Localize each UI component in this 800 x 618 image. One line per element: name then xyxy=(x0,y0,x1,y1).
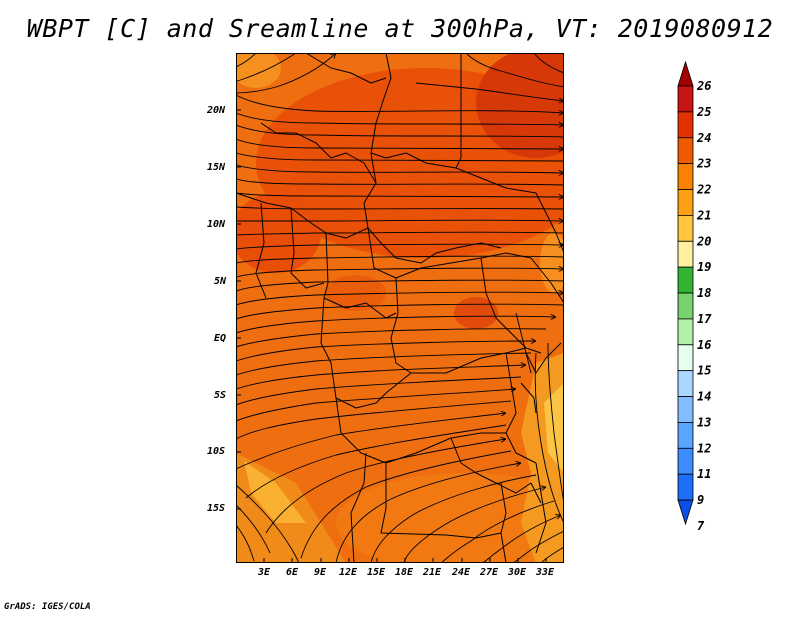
wbpt-cool-se2 xyxy=(544,383,564,473)
lon-label-27e: 27E xyxy=(480,567,499,578)
colorbar-label: 25 xyxy=(696,105,711,119)
wbpt-warm-ne xyxy=(476,53,564,158)
grads-credit: GrADS: IGES/COLA xyxy=(4,602,91,612)
lat-label-10n: 10N xyxy=(207,219,226,230)
colorbar-label: 13 xyxy=(697,415,711,429)
lat-ticks xyxy=(236,109,241,510)
lat-label-5n: 5N xyxy=(214,276,227,287)
colorbar-segment xyxy=(677,85,694,113)
wbpt-cool-sw2 xyxy=(244,461,306,523)
wbpt-cool-east xyxy=(540,233,564,293)
lon-label-30e: 30E xyxy=(508,567,527,578)
lon-label-15e: 15E xyxy=(367,567,386,578)
colorbar-label: 26 xyxy=(696,79,711,93)
colorbar-segment xyxy=(677,163,694,190)
colorbar-label: 24 xyxy=(696,131,711,145)
colorbar-segment xyxy=(677,60,694,87)
colorbar-segment xyxy=(677,499,694,526)
wbpt-warm-west xyxy=(236,193,321,273)
colorbar-label: 17 xyxy=(697,312,712,326)
colorbar-label: 9 xyxy=(697,493,704,507)
wbpt-warm-center xyxy=(454,297,498,329)
wbpt-cool-nw xyxy=(236,53,281,88)
colorbar-label: 22 xyxy=(696,183,711,197)
colorbar-segment xyxy=(677,137,694,165)
colorbar-label: 14 xyxy=(697,390,711,404)
lat-label-5s: 5S xyxy=(214,390,227,401)
colorbar-segment xyxy=(677,344,694,372)
map-title: WBPT [C] and Sreamline at 300hPa, VT: 20… xyxy=(26,14,774,43)
colorbar: 26 25 24 23 22 21 20 19 18 17 16 15 14 13 12 11 9 7 xyxy=(677,60,712,533)
lon-label-3e: 3E xyxy=(258,567,271,578)
lat-label-20n: 20N xyxy=(207,105,226,116)
colorbar-label: 21 xyxy=(696,208,711,222)
lon-label-9e: 9E xyxy=(314,567,327,578)
colorbar-segment xyxy=(677,292,694,320)
lon-label-12e: 12E xyxy=(339,567,358,578)
colorbar-segment xyxy=(677,370,694,397)
lon-ticks xyxy=(263,558,547,563)
wbpt-cool-south xyxy=(336,473,564,563)
colorbar-segment xyxy=(677,111,694,139)
colorbar-segment xyxy=(677,473,694,501)
lat-label-15s: 15S xyxy=(207,503,226,514)
colorbar-segment xyxy=(677,422,694,449)
lon-label-21e: 21E xyxy=(423,567,442,578)
colorbar-label: 20 xyxy=(696,234,711,248)
lat-label-eq: EQ xyxy=(214,333,227,344)
lon-label-18e: 18E xyxy=(395,567,414,578)
colorbar-label: 11 xyxy=(697,467,711,481)
colorbar-label: 12 xyxy=(697,441,711,455)
streamline-map xyxy=(236,53,564,563)
lat-label-10s: 10S xyxy=(207,446,226,457)
colorbar-segment xyxy=(677,214,694,242)
colorbar-label: 15 xyxy=(697,364,711,378)
colorbar-segment xyxy=(677,266,694,294)
lat-label-15n: 15N xyxy=(207,162,226,173)
colorbar-label: 19 xyxy=(697,260,711,274)
wbpt-warm-center2 xyxy=(326,275,386,311)
lon-label-6e: 6E xyxy=(286,567,299,578)
colorbar-label: 16 xyxy=(697,338,711,352)
colorbar-segment xyxy=(677,240,694,268)
lon-label-33e: 33E xyxy=(536,567,555,578)
map-frame xyxy=(236,53,564,563)
lon-label-24e: 24E xyxy=(452,567,471,578)
colorbar-segment xyxy=(677,447,694,475)
colorbar-segment xyxy=(677,396,694,423)
colorbar-label: 7 xyxy=(697,519,705,533)
colorbar-label: 23 xyxy=(696,157,711,171)
colorbar-segment xyxy=(677,318,694,346)
colorbar-label: 18 xyxy=(697,286,711,300)
colorbar-segment xyxy=(677,189,694,216)
